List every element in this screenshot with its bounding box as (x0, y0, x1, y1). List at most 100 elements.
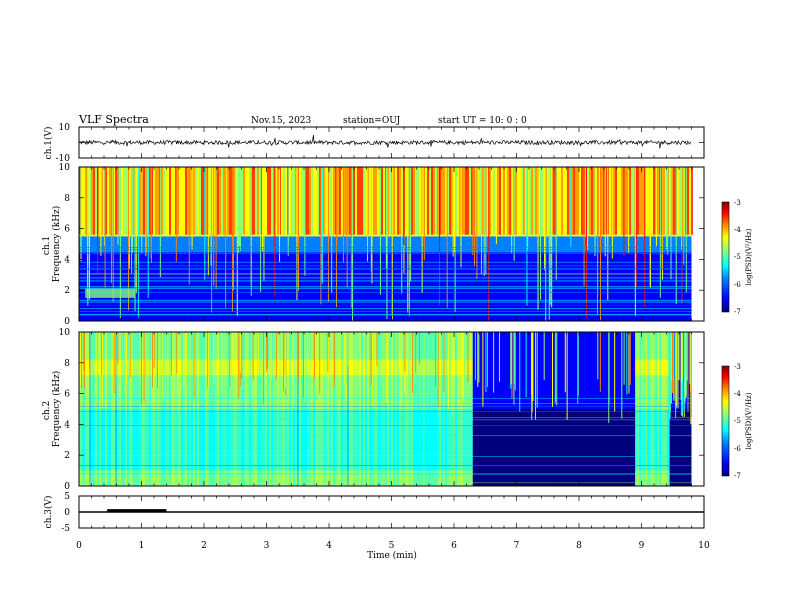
spectrogram-texture (245, 167, 247, 235)
spectrogram-texture (311, 332, 313, 486)
spectrogram-texture (417, 167, 419, 235)
spectrogram-texture (569, 167, 571, 235)
spectrogram-quiet-high (472, 332, 636, 409)
spectrogram-texture (339, 167, 341, 235)
spectrogram-texture (229, 167, 231, 235)
spectrogram-texture (99, 167, 101, 235)
spectrogram-texture (595, 167, 597, 235)
spectrogram-texture (279, 332, 281, 486)
spectrogram-texture (645, 332, 648, 486)
spectrogram-texture (661, 332, 664, 486)
spectrogram-texture (475, 167, 477, 235)
spectrogram-texture (155, 332, 157, 486)
spectrogram-texture (179, 167, 181, 235)
spectrogram-texture (365, 167, 367, 235)
spectrogram-texture (343, 167, 345, 235)
spectrogram-band (635, 359, 670, 376)
spectrogram-texture (221, 167, 223, 235)
ch1-spectrogram-ytick-label: 2 (64, 286, 70, 296)
spectrogram-texture (365, 332, 367, 486)
spectrogram-texture (95, 167, 97, 235)
spectrogram-texture (327, 332, 329, 486)
spectrogram-texture (621, 167, 623, 235)
spectrogram-texture (301, 332, 303, 486)
spectrogram-texture (189, 167, 191, 235)
spectrogram-texture (301, 167, 303, 235)
spectrogram-texture (291, 167, 293, 235)
spectrogram-texture (133, 167, 135, 235)
spectrogram-texture (457, 167, 459, 235)
spectrogram-texture (643, 332, 646, 486)
spectrogram-texture (657, 332, 660, 486)
ch3-waveform-ytick-mid: 0 (64, 508, 70, 518)
spectrogram-texture (347, 167, 349, 235)
spectrogram-texture (321, 332, 323, 486)
spectrogram-texture (263, 332, 265, 486)
spectrogram-texture (157, 167, 159, 235)
spectrogram-texture (641, 332, 644, 486)
spectrogram-texture (101, 332, 103, 486)
spectrogram-texture (143, 332, 145, 486)
spectrogram-texture (247, 167, 249, 235)
ch2-colorbar-tick: -5 (734, 417, 741, 425)
spectrogram-texture (515, 167, 517, 235)
spectrogram-texture (111, 332, 113, 486)
spectrogram-texture (227, 167, 229, 235)
spectrogram-texture (471, 167, 473, 235)
spectrogram-texture (651, 167, 653, 235)
spectrogram-texture (653, 332, 656, 486)
spectrogram-texture (139, 167, 141, 235)
spectrogram-texture (309, 167, 311, 235)
spectrogram-texture (231, 332, 233, 486)
spectrogram-quiet-low (472, 409, 636, 486)
spectrogram-texture (509, 167, 511, 235)
spectrogram-texture (259, 167, 261, 235)
spectrogram-texture (283, 332, 285, 486)
x-axis-label: Time (min) (367, 550, 417, 561)
ch2-colorbar-tick: -7 (734, 472, 741, 480)
spectrogram-texture (591, 167, 593, 235)
spectrogram-texture (349, 332, 351, 486)
spectrogram-texture (443, 332, 445, 486)
spectrogram-texture (129, 167, 131, 235)
x-axis-tick-label: 10 (698, 541, 710, 551)
spectrogram-texture (669, 167, 671, 235)
x-axis-tick-label: 2 (201, 541, 207, 551)
spectrogram-texture (431, 167, 433, 235)
spectrogram-texture (343, 332, 345, 486)
figure-title: VLF Spectra (78, 113, 149, 126)
spectrogram-texture (163, 167, 165, 235)
spectrogram-texture (109, 167, 111, 235)
spectrogram-texture (557, 167, 559, 235)
spectrogram-texture (657, 167, 659, 235)
spectrogram-texture (505, 167, 507, 235)
spectrogram-texture (463, 332, 465, 486)
spectrogram-texture (523, 167, 525, 235)
spectrogram-texture (625, 167, 627, 235)
spectrogram-texture (593, 167, 595, 235)
spectrogram-texture (345, 167, 347, 235)
spectrogram-texture (323, 332, 325, 486)
spectrogram-texture (629, 167, 631, 235)
ch2-colorbar (721, 365, 730, 477)
ch1-spectrogram-ticks (78, 166, 705, 322)
spectrogram-texture (653, 167, 655, 235)
ch1-waveform-ytick-bottom: -10 (56, 154, 71, 164)
spectrogram-texture (121, 332, 123, 486)
spectrogram-texture (441, 332, 443, 486)
spectrogram-texture (267, 167, 269, 235)
spectrogram-texture (311, 167, 313, 235)
spectrogram-texture (255, 167, 257, 235)
spectrogram-texture (337, 167, 339, 235)
spectrogram-texture (237, 167, 239, 235)
spectrogram-texture (119, 332, 121, 486)
spectrogram-texture (229, 332, 231, 486)
spectrogram-band (635, 409, 670, 456)
x-axis-tick-label: 8 (576, 541, 582, 551)
ch2-spectrogram-ylabel: ch.2 Frequency (kHz) (42, 371, 62, 448)
spectrogram-texture (147, 332, 149, 486)
ch2-spectrogram-ytick-label: 6 (64, 390, 70, 400)
spectrogram-texture (667, 332, 670, 486)
spectrogram-texture (447, 332, 449, 486)
